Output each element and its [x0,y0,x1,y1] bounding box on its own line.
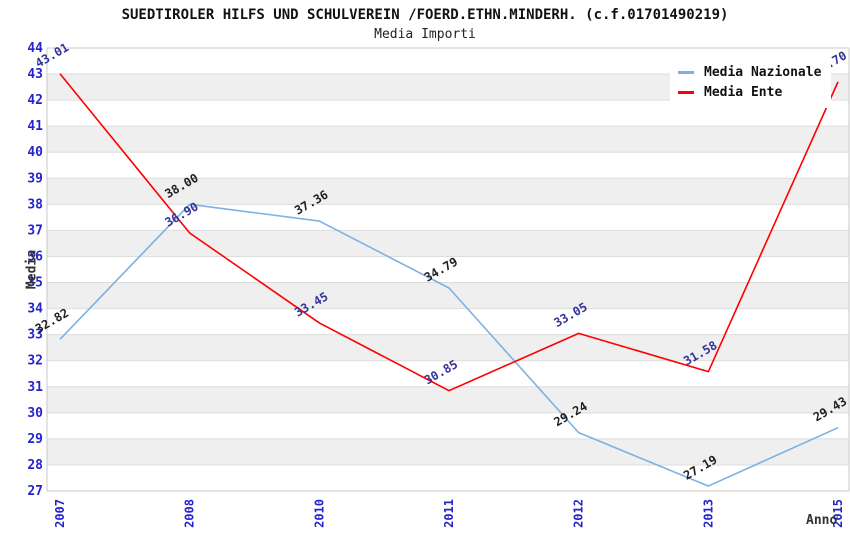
x-tick-label: 2013 [701,499,715,528]
x-axis-title: Anno [806,513,838,528]
y-tick-label: 44 [27,41,43,56]
x-tick-label: 2010 [312,499,326,528]
chart-title: SUEDTIROLER HILFS UND SCHULVEREIN /FOERD… [121,7,729,23]
y-tick-label: 39 [27,171,43,186]
series-line-media-ente [59,73,839,392]
x-tick-label: 2011 [442,499,456,528]
y-tick-label: 41 [27,119,43,134]
x-tick-label: 2008 [183,499,197,528]
plot-band [47,230,849,257]
y-tick-label: 40 [27,145,43,160]
plot-band [47,126,849,153]
plot-band [47,178,849,205]
plot-band [47,438,849,465]
plot-band [47,282,849,309]
y-tick-label: 29 [27,432,43,447]
y-tick-label: 38 [27,197,43,212]
x-tick-label: 2007 [53,499,67,528]
y-tick-label: 32 [27,354,43,369]
series-line-media-nazionale [59,203,839,487]
y-tick-label: 27 [27,484,43,499]
y-tick-label: 37 [27,223,43,238]
y-tick-label: 35 [27,276,43,291]
y-tick-label: 36 [27,249,43,264]
legend: Media Nazionale Media Ente [670,56,832,108]
y-tick-label: 42 [27,93,43,108]
x-tick-label: 2015 [831,499,845,528]
legend-label: Media Ente [704,84,783,100]
x-tick-label: 2012 [572,499,586,528]
plot-border [46,47,850,492]
plot-band [47,386,849,413]
plot-band [47,334,849,361]
y-tick-label: 31 [27,380,43,395]
chart-subtitle: Media Importi [374,27,476,42]
y-tick-label: 28 [27,458,43,473]
legend-swatch-blue-line [678,70,694,74]
y-tick-label: 33 [27,328,43,343]
legend-label: Media Nazionale [704,64,822,80]
legend-swatch-red-line [678,90,694,94]
y-tick-label: 43 [27,67,43,82]
y-tick-label: 30 [27,406,43,421]
legend-item-media-ente: Media Ente [678,82,821,102]
y-tick-label: 34 [27,302,43,317]
plot-background [47,48,849,491]
y-axis-title: Media [24,249,40,290]
legend-item-media-nazionale: Media Nazionale [678,62,821,82]
